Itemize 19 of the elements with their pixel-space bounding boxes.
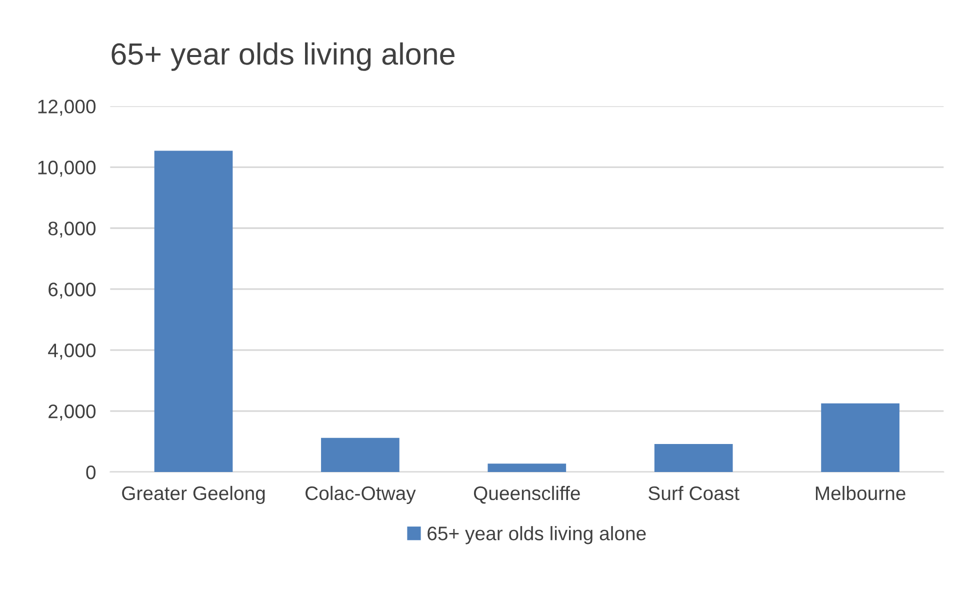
y-tick-label: 12,000 — [38, 100, 96, 116]
x-tick-label: Surf Coast — [648, 486, 740, 500]
x-tick-label: Melbourne — [816, 486, 906, 500]
y-tick-label: 10,000 — [38, 160, 96, 177]
y-tick-label: 0 — [86, 465, 96, 480]
bar — [821, 403, 900, 472]
y-tick-label: 6,000 — [48, 282, 96, 299]
legend-label: 65+ year olds living alone — [428, 526, 646, 544]
y-tick-label: 4,000 — [48, 344, 96, 360]
x-tick-label: Greater Geelong — [122, 486, 265, 504]
y-tick-label: 2,000 — [48, 404, 96, 421]
bar — [488, 464, 566, 472]
chart-title: 65+ year olds living alone — [112, 42, 454, 71]
bar — [321, 438, 400, 472]
x-tick-label: Colac-Otway — [306, 486, 416, 504]
y-tick-label: 8,000 — [48, 222, 96, 238]
bar — [154, 150, 233, 472]
x-tick-label: Queenscliffe — [474, 486, 580, 504]
bar — [654, 444, 733, 472]
